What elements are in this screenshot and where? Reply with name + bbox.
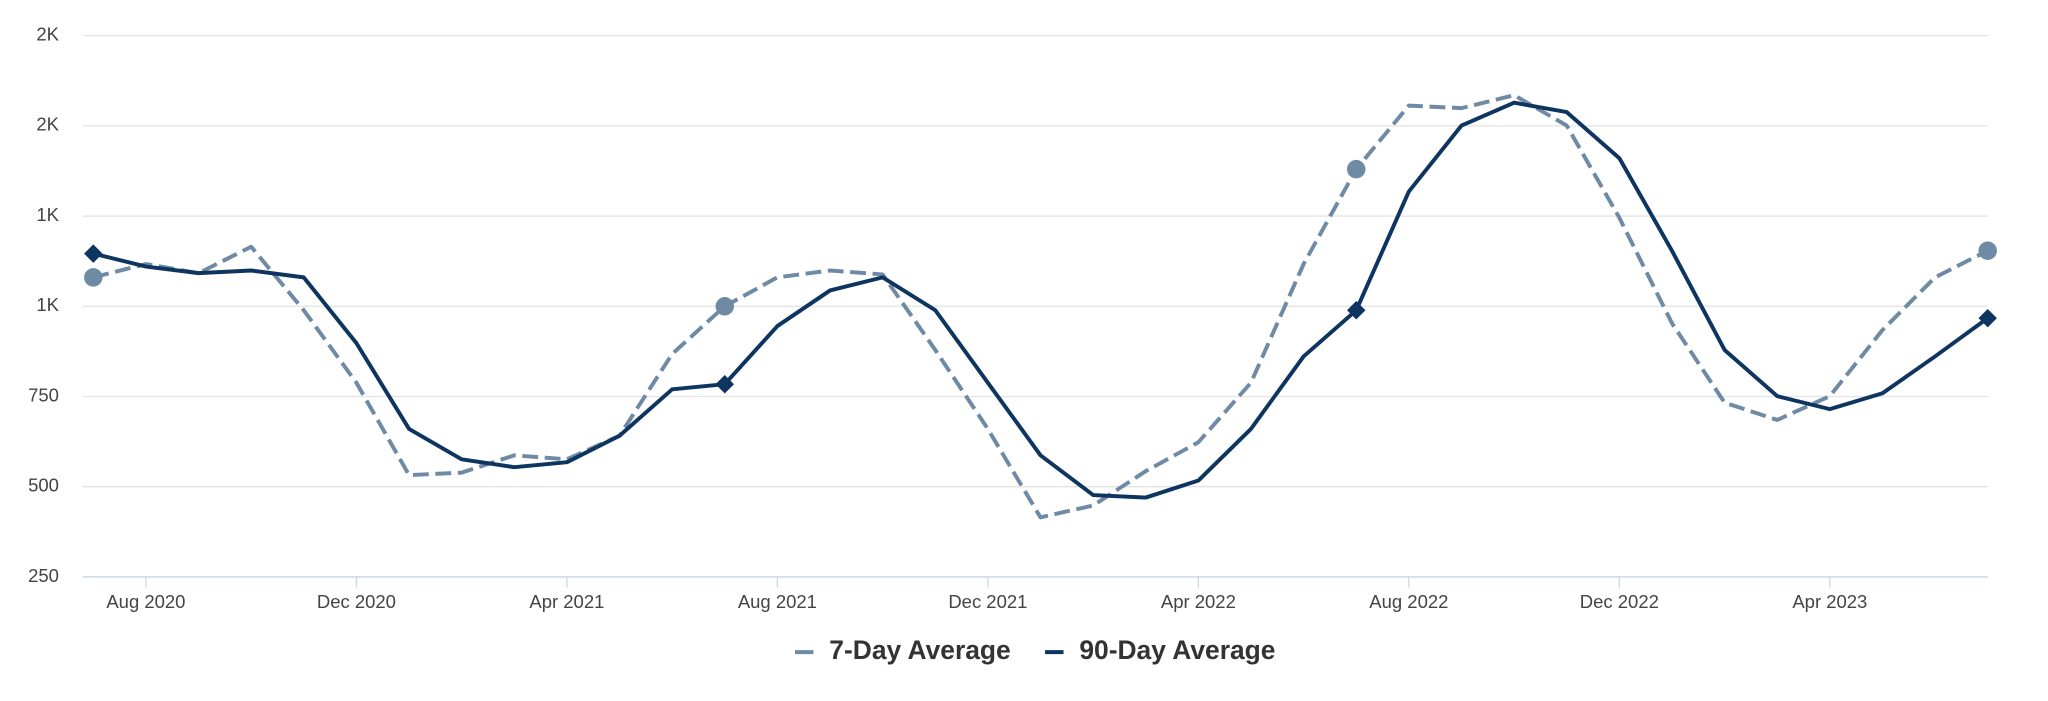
x-tick-label: Apr 2022 (1161, 591, 1236, 612)
x-tick-label: Aug 2022 (1369, 591, 1448, 612)
line-series (92, 93, 1989, 520)
legend-label: 90-Day Average (1079, 635, 1275, 665)
marker (715, 374, 735, 394)
x-tick-label: Aug 2021 (738, 591, 817, 612)
x-tick-label: Dec 2022 (1580, 591, 1659, 612)
marker (1978, 241, 1997, 260)
x-tick-label: Apr 2021 (529, 591, 604, 612)
legend-item: 7-Day Average (794, 635, 1011, 665)
legend: 7-Day Average 90-Day Average (794, 635, 1275, 665)
y-tick-label: 2K (36, 24, 59, 45)
marker (1346, 159, 1366, 179)
marker (715, 297, 735, 316)
x-tick-label: Aug 2020 (106, 591, 185, 612)
line-series (92, 100, 1989, 500)
y-tick-label: 750 (28, 384, 59, 405)
y-tick-label: 250 (28, 565, 59, 586)
x-tick-label: Dec 2020 (317, 591, 396, 612)
marker (84, 268, 103, 287)
legend-item: 90-Day Average (1045, 635, 1275, 665)
y-tick-label: 2K (36, 114, 59, 135)
y-tick-label: 1K (36, 204, 59, 225)
y-tick-label: 500 (28, 475, 59, 496)
x-tick-label: Apr 2023 (1792, 591, 1867, 612)
legend-label: 7-Day Average (829, 635, 1010, 665)
x-tick-label: Dec 2021 (948, 591, 1027, 612)
y-tick-label: 1K (36, 294, 59, 315)
marker (84, 244, 103, 263)
